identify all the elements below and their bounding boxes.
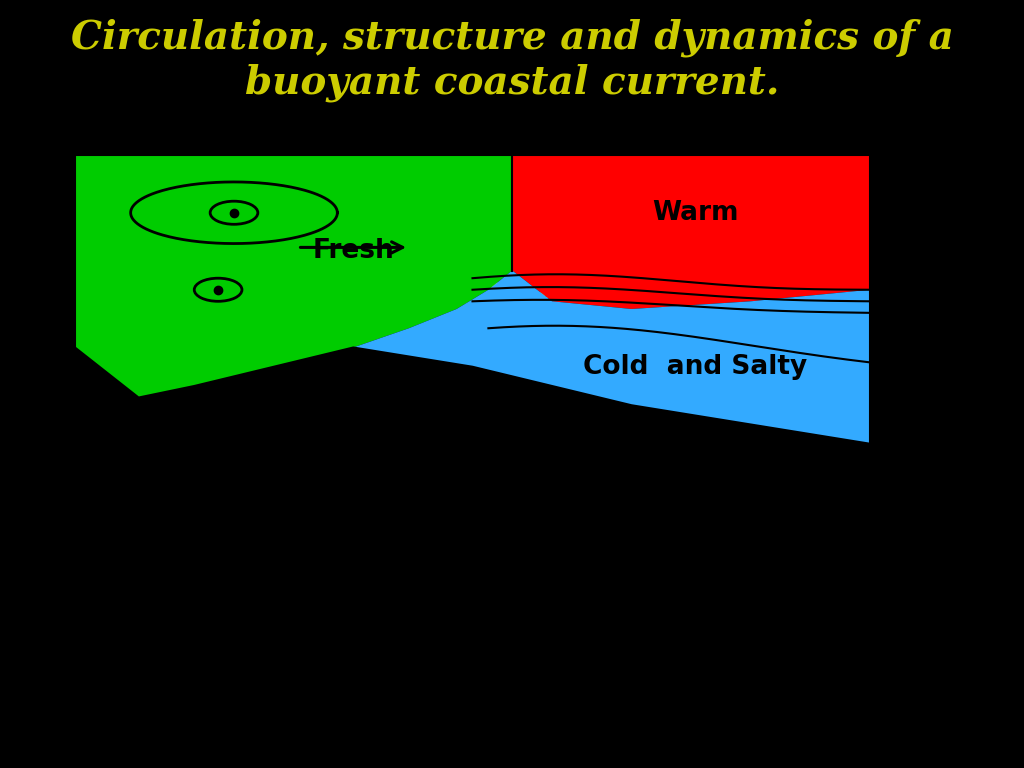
Text: Fresh: Fresh [312, 238, 394, 264]
Text: American Meteorological Society: American Meteorological Society [254, 164, 770, 191]
Polygon shape [75, 155, 512, 398]
Text: buoyant coastal current.: buoyant coastal current. [245, 64, 779, 102]
Text: Circulation, structure and dynamics of a: Circulation, structure and dynamics of a [71, 18, 953, 58]
Polygon shape [512, 155, 870, 309]
Polygon shape [353, 270, 870, 444]
Text: Cold  and Salty: Cold and Salty [583, 354, 807, 379]
Text: Albuquerque New Mexico: Albuquerque New Mexico [313, 220, 711, 247]
Polygon shape [75, 347, 870, 540]
Text: January 13-19, 2001: January 13-19, 2001 [354, 276, 670, 303]
Text: Warm: Warm [652, 200, 738, 226]
